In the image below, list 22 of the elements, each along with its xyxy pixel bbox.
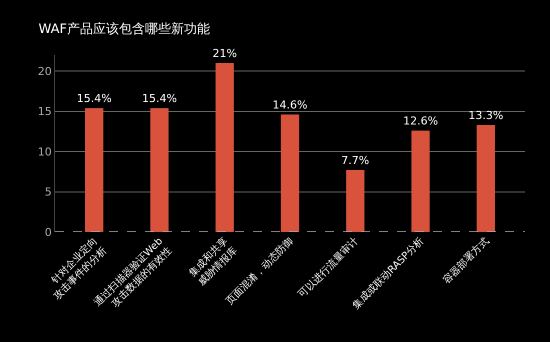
x-tick-label: 容器部署方式 xyxy=(440,235,492,286)
bar xyxy=(346,170,364,232)
y-tick-label: 5 xyxy=(44,186,52,199)
data-label: 7.7% xyxy=(341,154,370,168)
y-tick-label: 0 xyxy=(44,226,52,239)
data-label: 21% xyxy=(212,47,237,60)
y-tick-label: 15 xyxy=(38,105,52,118)
bar xyxy=(85,108,104,232)
y-tick-label: 10 xyxy=(38,145,52,158)
data-label: 14.6% xyxy=(272,98,308,112)
data-label: 13.3% xyxy=(468,109,504,122)
x-tick-label: 可以进行流量审计 xyxy=(296,235,361,300)
data-label: 15.4% xyxy=(76,92,112,106)
bar xyxy=(476,125,495,232)
data-label: 15.4% xyxy=(142,92,177,106)
y-tick-label: 20 xyxy=(38,64,52,78)
data-label: 12.6% xyxy=(403,114,438,128)
chart-title: WAF产品应该包含哪些新功能 xyxy=(38,21,210,38)
bar xyxy=(216,63,234,232)
bar xyxy=(150,108,169,232)
bar xyxy=(411,130,430,232)
bar xyxy=(280,114,300,232)
